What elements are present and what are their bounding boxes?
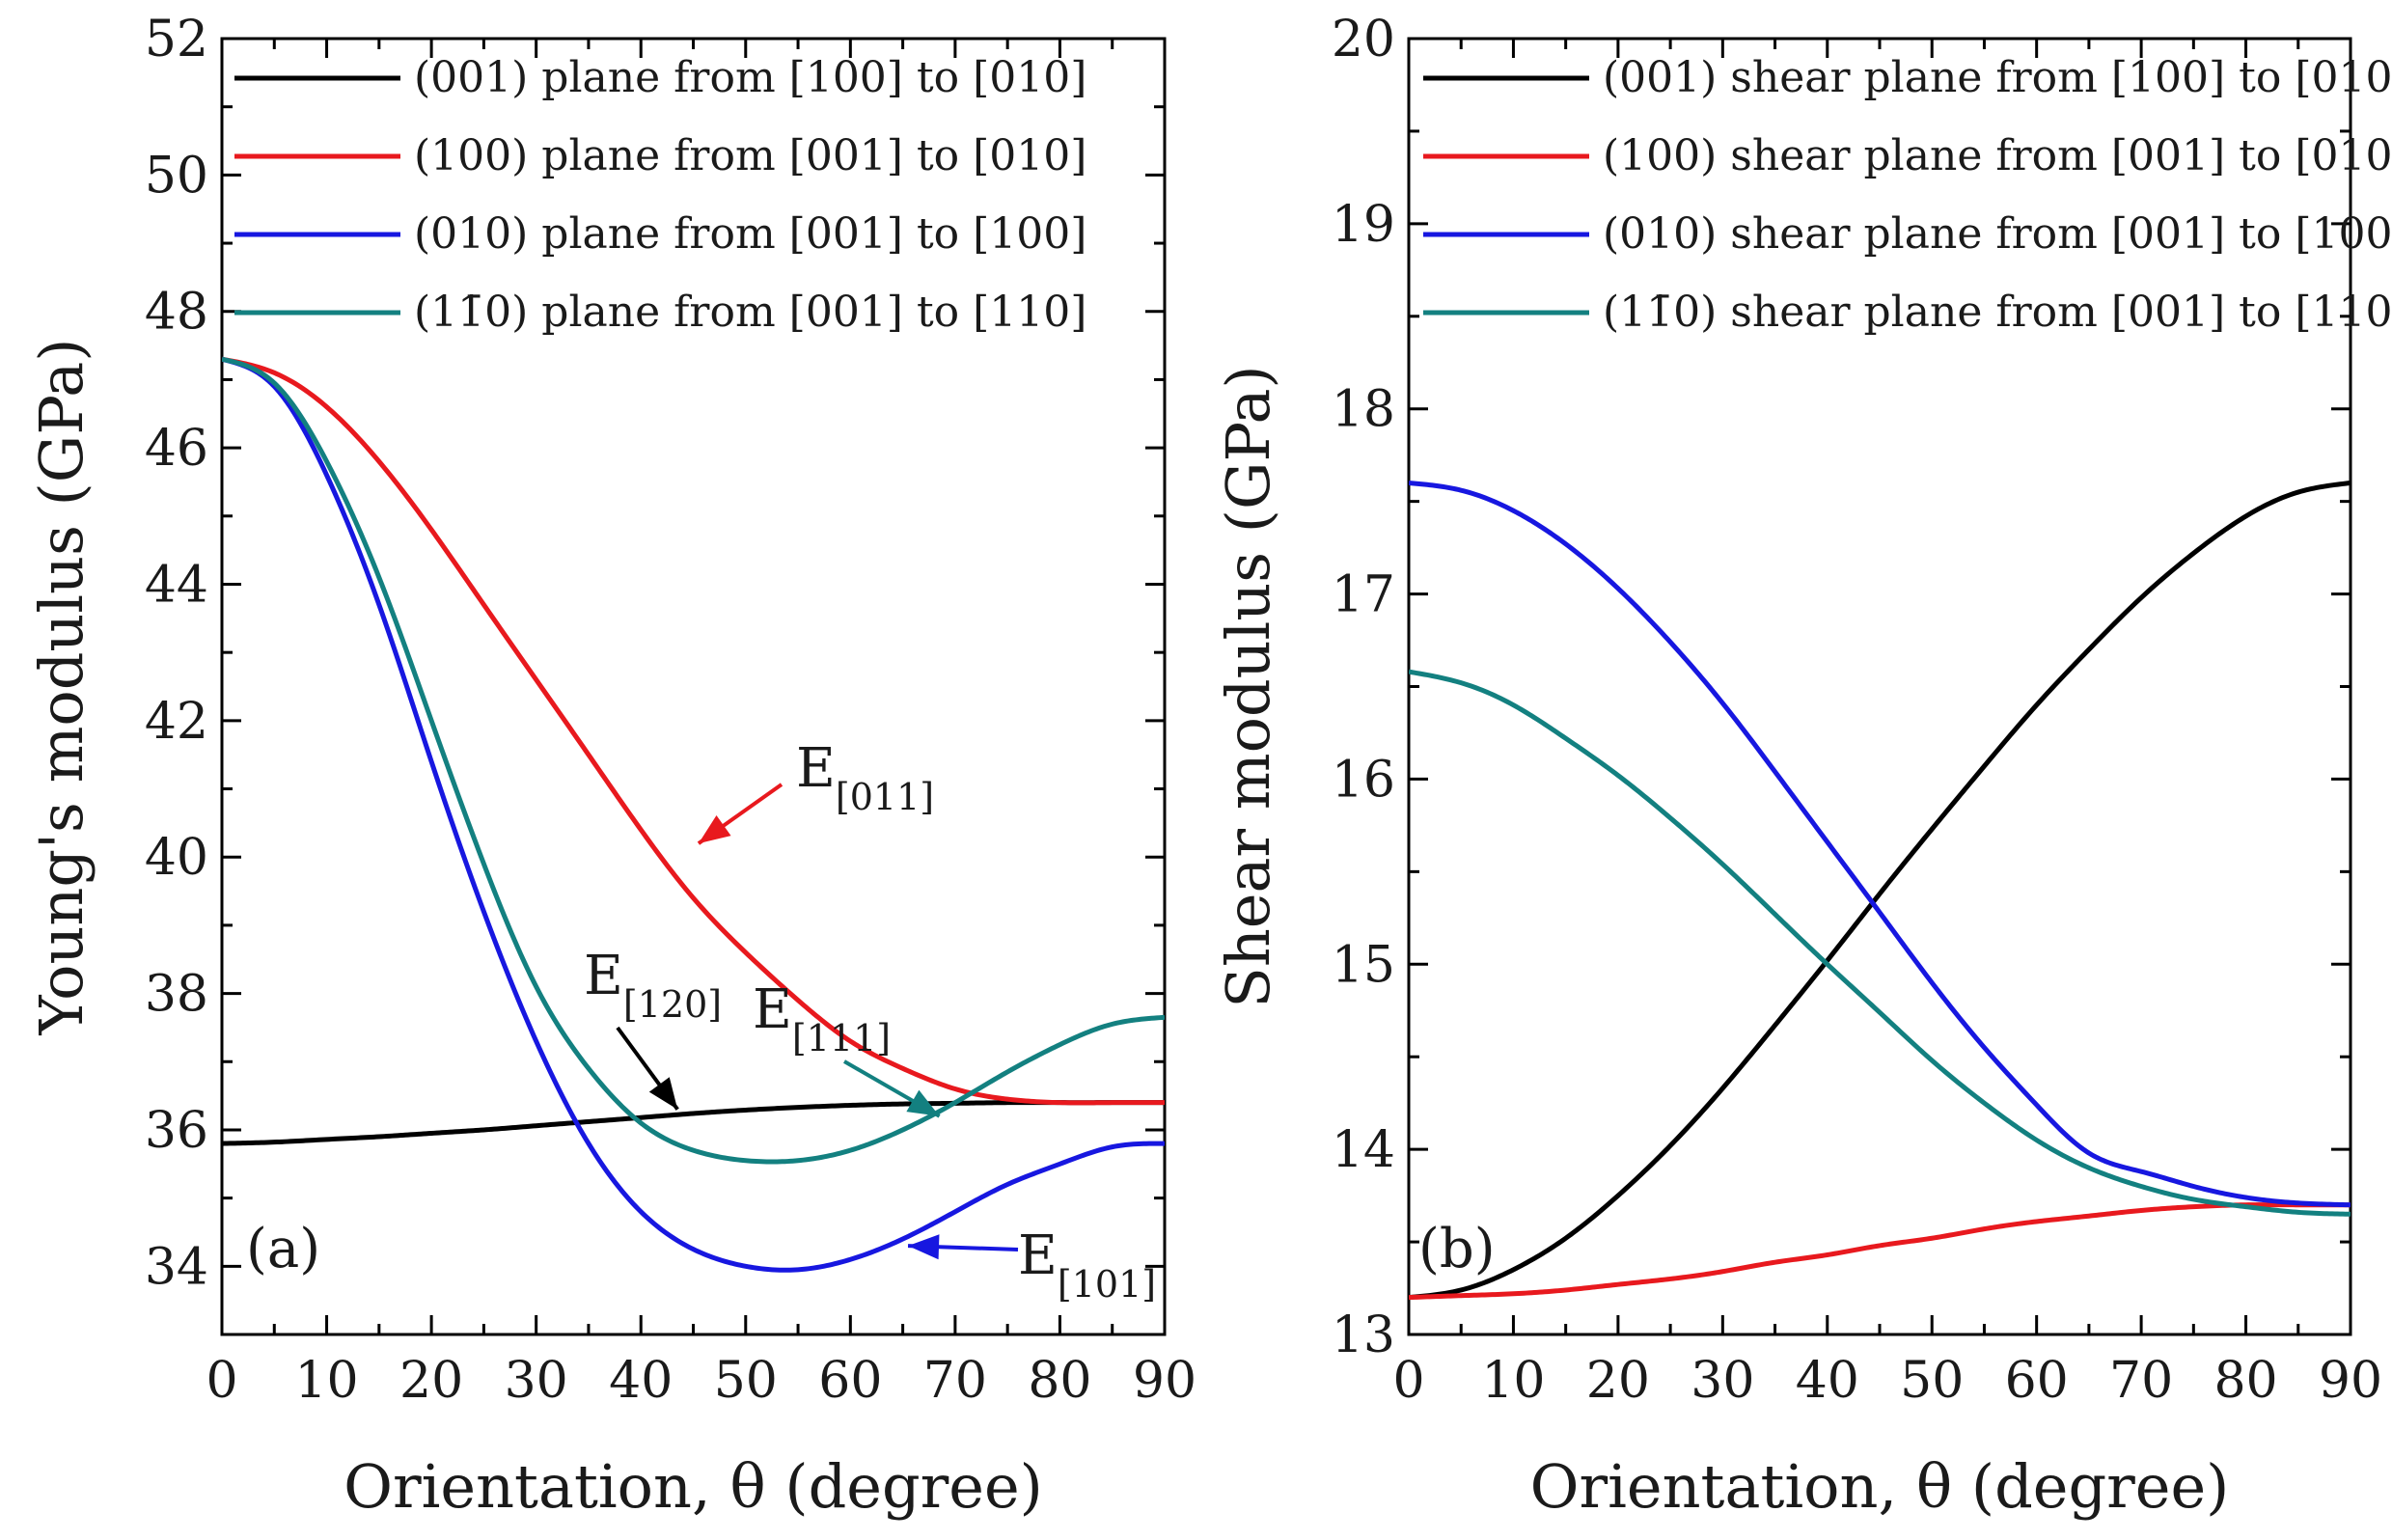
panel-a-youngs-modulus: 0 10 20 30 40 50 60 70 80 90 34 36 38 40 42 44 46 48 50 52 O…: [26, 11, 1196, 1522]
panel-a-x-tick-label: 60: [818, 1352, 882, 1410]
panel-a-x-tick-label: 90: [1133, 1352, 1196, 1410]
panel-a-x-tick-label: 10: [294, 1352, 358, 1410]
panel-b-legend-entry-2: (100) shear plane from [001] to [010]: [1603, 131, 2392, 180]
panel-a-legend-entry-1: (001) plane from [100] to [010]: [414, 53, 1086, 102]
panel-b-y-tick-label: 17: [1332, 566, 1395, 624]
panel-a-series-line-2: [222, 356, 1165, 1106]
panel-a-annotation-subscript: [011]: [836, 776, 934, 818]
panel-b-x-tick-label: 50: [1900, 1352, 1964, 1410]
panel-b-y-tick-label: 16: [1332, 751, 1395, 809]
panel-a-y-tick-label: 36: [145, 1102, 208, 1160]
panel-a-annotation-arrowhead: [906, 1089, 940, 1116]
panel-b-y-tick-label: 14: [1332, 1121, 1395, 1179]
panel-b-x-tick-label: 40: [1796, 1352, 1859, 1410]
panel-b-x-tick-label: 90: [2319, 1352, 2382, 1410]
panel-a-series-line-3: [222, 356, 1165, 1273]
panel-b-legend-entry-3: (010) shear plane from [001] to [100]: [1603, 209, 2392, 259]
panel-b-panel-tag: (b): [1418, 1218, 1496, 1280]
panel-a-series-line-1: [222, 1100, 1165, 1146]
panel-a-annotation-letter: E: [584, 945, 623, 1007]
panel-b-x-tick-label: 20: [1586, 1352, 1650, 1410]
panel-a-y-tick-label: 34: [145, 1238, 208, 1296]
panel-b-y-tick-label: 13: [1332, 1306, 1395, 1364]
panel-b-y-tick-label: 20: [1332, 11, 1395, 69]
panel-a-x-tick-label: 40: [609, 1352, 673, 1410]
panel-a-y-tick-label: 52: [145, 11, 208, 69]
panel-a-x-tick-label: 80: [1028, 1352, 1091, 1410]
panel-a-annotation-arrowhead: [698, 814, 731, 844]
panel-b-x-tick-label: 0: [1392, 1352, 1424, 1410]
panel-a-annotation-letter: E: [1018, 1224, 1058, 1287]
panel-a-y-tick-label: 48: [145, 284, 208, 342]
panel-b-legend-entry-4: (11̄0) shear plane from [001] to [110]: [1603, 288, 2392, 337]
panel-a-x-tick-label: 20: [399, 1352, 463, 1410]
panel-b-y-axis-title: Shear modulus (GPa): [1213, 365, 1283, 1007]
panel-a-x-axis-title: Orientation, θ (degree): [344, 1451, 1043, 1522]
panel-b-shear-modulus: 0 10 20 30 40 50 60 70 80 90 13 14 15 16 17 18 19 20 Orien…: [1213, 11, 2392, 1522]
panel-b-x-axis-title: Orientation, θ (degree): [1530, 1451, 2230, 1522]
panel-a-annotation-label: E[101]: [1018, 1224, 1156, 1306]
panel-a-y-tick-label: 44: [145, 556, 208, 614]
panel-b-series-line-1: [1409, 480, 2351, 1301]
panel-a-y-tick-label: 42: [145, 693, 208, 751]
panel-b-y-tick-label: 15: [1332, 936, 1395, 994]
panel-b-y-tick-label: 18: [1332, 381, 1395, 439]
panel-b-x-tick-label: 80: [2213, 1352, 2277, 1410]
panel-a-annotation-label: E[011]: [796, 737, 934, 818]
panel-a-x-tick-label: 70: [923, 1352, 987, 1410]
panel-b-series-line-3: [1409, 480, 2351, 1208]
panel-b-series-line-2: [1409, 1202, 2351, 1301]
panel-b-series-line-4: [1409, 669, 2351, 1217]
panel-a-series-line-4: [222, 356, 1165, 1165]
panel-a-legend-entry-4: (11̄0) plane from [001] to [110]: [414, 288, 1086, 337]
panel-a-x-tick-label: 0: [206, 1352, 237, 1410]
panel-a-annotation-arrowhead: [648, 1077, 678, 1110]
panel-b-x-tick-label: 10: [1481, 1352, 1545, 1410]
panel-a-annotation-letter: E: [796, 737, 836, 800]
panel-a-annotation-letter: E: [753, 978, 792, 1041]
panel-b-x-tick-label: 70: [2109, 1352, 2173, 1410]
panel-a-legend-entry-3: (010) plane from [001] to [100]: [414, 209, 1086, 259]
panel-a-annotation-label: E[120]: [584, 945, 722, 1026]
panel-a-annotation-subscript: [111]: [792, 1017, 891, 1059]
panel-b-x-tick-label: 30: [1691, 1352, 1754, 1410]
panel-a-x-tick-label: 50: [714, 1352, 778, 1410]
panel-b-legend-entry-1: (001) shear plane from [100] to [010]: [1603, 53, 2392, 102]
panel-a-y-tick-label: 38: [145, 966, 208, 1024]
panel-a-annotation-subscript: [120]: [623, 983, 722, 1026]
panel-a-x-tick-label: 30: [505, 1352, 568, 1410]
panel-a-y-tick-label: 40: [145, 829, 208, 887]
panel-a-annotation-subscript: [101]: [1058, 1263, 1156, 1306]
panel-a-y-tick-label: 50: [145, 147, 208, 205]
panel-a-annotation-arrowhead: [908, 1234, 940, 1260]
panel-a-annotation-label: E[111]: [753, 978, 891, 1059]
panel-a-legend-entry-2: (100) plane from [001] to [010]: [414, 131, 1086, 180]
panel-b-y-tick-label: 19: [1332, 196, 1395, 254]
panel-b-x-tick-label: 60: [2005, 1352, 2069, 1410]
panel-a-panel-tag: (a): [246, 1218, 320, 1280]
panel-a-y-tick-label: 46: [145, 420, 208, 478]
panel-a-y-axis-title: Young's modulus (GPa): [26, 339, 96, 1036]
